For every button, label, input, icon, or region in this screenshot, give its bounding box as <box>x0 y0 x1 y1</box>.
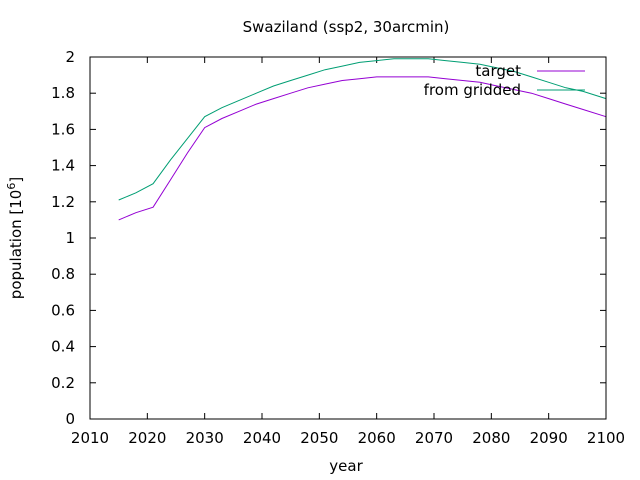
x-tick-label: 2020 <box>128 429 166 447</box>
y-tick-label: 1.8 <box>51 84 75 102</box>
x-tick-label: 2030 <box>186 429 224 447</box>
y-tick-label: 0 <box>65 410 75 428</box>
x-axis-label: year <box>329 457 363 475</box>
chart-title: Swaziland (ssp2, 30arcmin) <box>243 18 450 36</box>
legend-label: from gridded <box>424 81 521 99</box>
x-tick-label: 2100 <box>587 429 625 447</box>
series-line-target <box>118 76 607 221</box>
y-tick-label: 0.4 <box>51 338 75 356</box>
y-axis-label: population [106] <box>5 177 25 299</box>
y-axis-label-exponent: 6 <box>5 183 18 190</box>
y-tick-label: 2 <box>65 48 75 66</box>
y-tick-label: 1.6 <box>51 120 75 138</box>
plot-border <box>89 56 607 420</box>
tick-labels: 2010 2020 2030 2040 2050 2060 2070 2080 2090 2100… <box>51 48 625 447</box>
x-tick-label: 2070 <box>415 429 453 447</box>
series-lines <box>118 58 607 221</box>
x-tick-label: 2040 <box>243 429 281 447</box>
x-tick-label: 2010 <box>71 429 109 447</box>
y-tick-label: 0.6 <box>51 301 75 319</box>
series-line-from-gridded <box>118 58 607 201</box>
legend-label: target <box>475 62 521 80</box>
y-axis-label-text: population [10 <box>7 190 25 300</box>
y-tick-label: 1.4 <box>51 157 75 175</box>
x-tick-label: 2060 <box>358 429 396 447</box>
y-axis-label-close: ] <box>7 177 25 183</box>
y-tick-label: 1.2 <box>51 193 75 211</box>
y-tick-label: 0.8 <box>51 265 75 283</box>
axis-ticks <box>89 56 607 420</box>
x-tick-label: 2090 <box>530 429 568 447</box>
x-tick-label: 2050 <box>300 429 338 447</box>
x-tick-label: 2080 <box>472 429 510 447</box>
y-tick-label: 1 <box>65 229 75 247</box>
y-tick-label: 0.2 <box>51 374 75 392</box>
